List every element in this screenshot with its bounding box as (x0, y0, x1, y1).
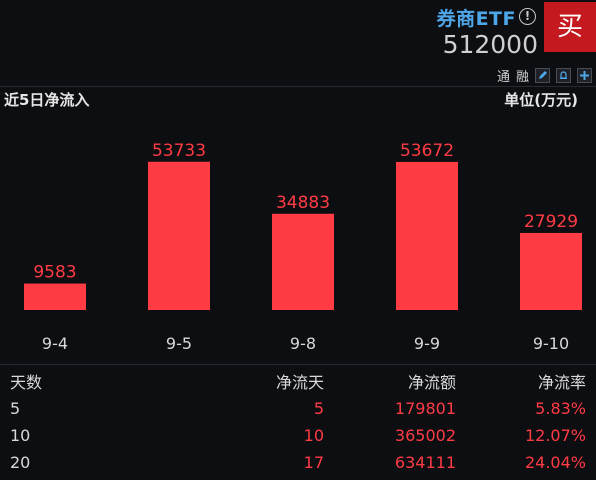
header-net-amount: 净流额 (407, 373, 456, 392)
cell-net-days: 17 (303, 453, 324, 472)
inflow-summary-table: 天数 净流天 净流额 净流率 5 5 179801 5.83% 10 10 36… (0, 364, 596, 476)
category-label: 9-5 (166, 334, 192, 353)
cell-days: 5 (10, 399, 21, 418)
cell-days: 10 (10, 426, 31, 445)
net-inflow-bar-chart: 9583 9-4 53733 9-5 34883 9-8 53672 9-9 27929 9-10 (24, 141, 582, 353)
cell-net-days: 5 (313, 399, 324, 418)
add-plus-icon[interactable] (577, 67, 592, 83)
cell-days: 20 (10, 453, 31, 472)
table-row: 5 5 179801 5.83% (0, 395, 596, 422)
bar-value-label: 27929 (524, 212, 578, 232)
bar-value-label: 53733 (152, 141, 206, 161)
bar-value-label: 34883 (276, 193, 330, 213)
table-row: 10 10 365002 12.07% (0, 422, 596, 449)
header-divider (0, 86, 596, 87)
unit-label: 单位(万元) (504, 91, 578, 109)
fund-code: 512000 (442, 30, 538, 59)
cell-net-rate: 24.04% (524, 453, 586, 472)
table-header-row: 天数 净流天 净流额 净流率 (0, 365, 596, 395)
table-row: 20 17 634111 24.04% (0, 449, 596, 476)
buy-button[interactable]: 买 (544, 2, 596, 52)
toolbar: 通 融 (496, 66, 592, 85)
bell-icon[interactable] (556, 67, 571, 83)
bar-9-4 (24, 283, 86, 310)
toolbar-label-tong[interactable]: 通 (496, 69, 510, 85)
edit-pencil-icon[interactable] (535, 67, 550, 83)
category-label: 9-8 (290, 334, 316, 353)
header: 券商ETF ! 512000 买 通 融 (0, 0, 596, 88)
cell-net-days: 10 (303, 426, 324, 445)
bar-9-9 (396, 161, 458, 310)
header-days: 天数 (10, 373, 43, 392)
category-label: 9-4 (42, 334, 68, 353)
category-label: 9-9 (414, 334, 440, 353)
category-label: 9-10 (533, 334, 569, 353)
section-title: 近5日净流入 (4, 91, 90, 109)
cell-net-amount: 634111 (394, 453, 456, 472)
info-icon[interactable]: ! (519, 8, 536, 25)
cell-net-rate: 5.83% (535, 399, 586, 418)
bar-9-5 (148, 161, 210, 310)
fund-name: 券商ETF (436, 8, 516, 30)
cell-net-amount: 365002 (394, 426, 456, 445)
cell-net-amount: 179801 (394, 399, 456, 418)
bar-value-label: 9583 (33, 263, 76, 283)
bar-9-10 (520, 232, 582, 310)
cell-net-rate: 12.07% (524, 426, 586, 445)
toolbar-label-rong[interactable]: 融 (515, 69, 529, 85)
bar-value-label: 53672 (400, 141, 454, 161)
header-net-days: 净流天 (275, 373, 324, 392)
bar-9-8 (272, 213, 334, 310)
header-net-rate: 净流率 (537, 373, 586, 392)
